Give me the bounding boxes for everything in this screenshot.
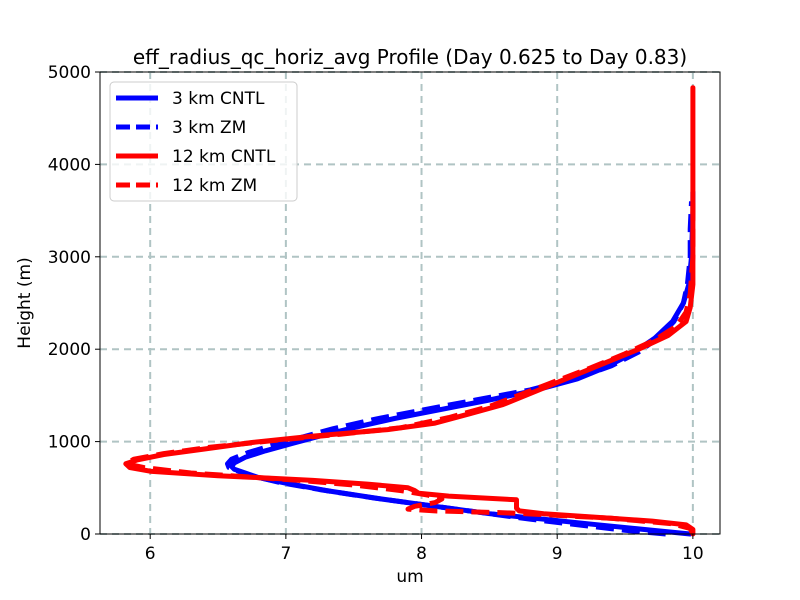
series-line-3-km-cntl: [229, 189, 696, 537]
legend-label: 12 km ZM: [172, 176, 257, 196]
series-line-3-km-zm: [225, 201, 694, 537]
y-tick-label: 5000: [48, 63, 91, 83]
legend-label: 12 km CNTL: [172, 147, 276, 167]
legend-box: [109, 81, 298, 202]
y-tick-label: 2000: [48, 340, 91, 360]
x-tick-label: 7: [280, 544, 291, 564]
x-tick-label: 9: [552, 544, 563, 564]
series-line-12-km-zm: [123, 201, 696, 536]
legend: 3 km CNTL 3 km ZM 12 km CNTL 12 km ZM: [109, 81, 298, 202]
y-tick-label: 1000: [48, 433, 91, 453]
x-tick-label: 8: [416, 544, 427, 564]
x-axis-label: um: [396, 567, 423, 587]
y-tick-label: 3000: [48, 248, 91, 268]
legend-label: 3 km CNTL: [172, 89, 265, 109]
plot-frame: [99, 71, 721, 535]
x-tick-label: 6: [145, 544, 156, 564]
chart-title: eff_radius_qc_horiz_avg Profile (Day 0.6…: [133, 45, 687, 69]
y-tick-label: 0: [80, 525, 91, 545]
y-axis-label: Height (m): [15, 257, 35, 348]
series-group: [123, 85, 696, 537]
x-tick-label: 10: [682, 544, 704, 564]
legend-label: 3 km ZM: [172, 118, 246, 138]
y-tick-label: 4000: [48, 155, 91, 175]
axis-ticks: 6 7 8 9 10 0 1000 2000 3000 4000 5000: [48, 63, 704, 564]
